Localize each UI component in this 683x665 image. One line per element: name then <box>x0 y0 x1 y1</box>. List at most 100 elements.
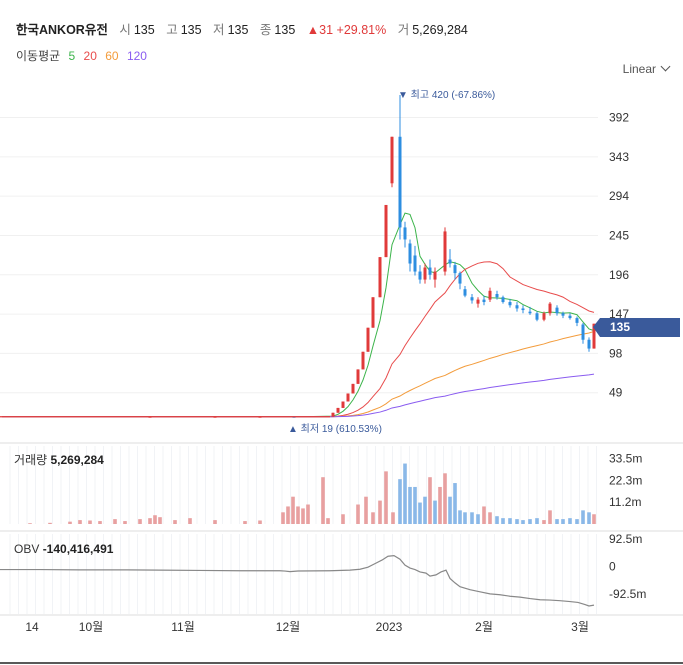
candle-body <box>476 299 480 304</box>
volume-bar <box>535 518 539 524</box>
volume-bar <box>258 520 262 524</box>
obv-tick-label: 0 <box>609 560 616 574</box>
candle-body <box>508 302 512 306</box>
candle-body <box>390 136 394 184</box>
volume-bar <box>123 521 127 524</box>
volume-bar <box>356 504 360 524</box>
volume-bar <box>488 512 492 524</box>
volume-bar <box>548 510 552 524</box>
candle-body <box>361 351 365 370</box>
candle-body <box>408 243 412 264</box>
low-annotation: ▲ 최저 19 (610.53%) <box>288 423 382 435</box>
ma-20[interactable]: 20 <box>83 49 97 63</box>
volume-bar <box>528 519 532 524</box>
candle-body <box>413 255 417 272</box>
ma-5[interactable]: 5 <box>68 49 76 63</box>
volume-bar <box>463 512 467 524</box>
volume-bar <box>423 496 427 524</box>
volume-bar <box>501 518 505 524</box>
volume-bar <box>48 522 52 524</box>
volume-bar <box>391 512 395 524</box>
candle-body <box>515 305 519 309</box>
volume-bar <box>28 523 32 524</box>
change-value: ▲31 <box>306 23 334 37</box>
scale-mode-label: Linear <box>622 62 656 76</box>
candle-body <box>356 369 360 384</box>
price-tick-label: 294 <box>609 189 629 203</box>
candle-body <box>423 267 427 280</box>
price-tag-pointer <box>593 318 600 337</box>
volume-bar <box>403 463 407 524</box>
candle-body <box>351 383 355 394</box>
volume-bar <box>173 520 177 524</box>
volume-bar <box>508 518 512 524</box>
candle-body <box>428 267 432 275</box>
open-value: 135 <box>133 23 155 37</box>
low-value: 135 <box>227 23 249 37</box>
volume-bar <box>453 483 457 524</box>
candle-body <box>418 271 422 280</box>
volume-bar <box>296 506 300 524</box>
volume-bar <box>542 520 546 524</box>
high-annotation: ▼ 최고 420 (-67.86%) <box>398 89 495 101</box>
volume-panel-title: 거래량 5,269,284 <box>14 451 104 468</box>
volume-bar <box>243 521 247 524</box>
candle-body <box>433 271 437 280</box>
volume-bar <box>495 516 499 524</box>
candle-body <box>398 136 402 228</box>
ma-5-line <box>2 212 595 418</box>
volume-bar <box>470 512 474 524</box>
price-tick-label: 147 <box>609 307 629 321</box>
volume-bar <box>364 496 368 524</box>
volume-bar <box>592 514 596 524</box>
change-pct: +29.81% <box>336 23 387 37</box>
price-tick-label: 245 <box>609 228 629 242</box>
ma-60[interactable]: 60 <box>105 49 119 63</box>
stock-name: 한국ANKOR유전 <box>16 23 108 37</box>
volume-value: 5,269,284 <box>412 23 468 37</box>
candle-body <box>561 313 565 316</box>
price-tick-label: 98 <box>609 346 623 360</box>
candle-body <box>548 303 552 314</box>
ma-120[interactable]: 120 <box>126 49 147 63</box>
x-tick-label: 12월 <box>276 620 300 634</box>
candle-body <box>346 393 350 402</box>
candle-body <box>581 324 585 340</box>
volume-bar <box>371 512 375 524</box>
volume-bar <box>281 512 285 524</box>
volume-bar <box>68 521 72 524</box>
volume-bar <box>443 473 447 524</box>
candle-body <box>341 401 345 408</box>
ma-60-line <box>2 330 595 418</box>
candle-body <box>453 265 457 274</box>
candle-body <box>568 315 572 319</box>
volume-bar <box>476 514 480 524</box>
volume-total: 5,269,284 <box>50 453 104 467</box>
scale-mode-dropdown[interactable]: Linear <box>622 61 671 76</box>
candle-body <box>378 257 382 298</box>
candle-body <box>443 231 447 272</box>
obv-line <box>0 555 595 607</box>
close-value: 135 <box>274 23 296 37</box>
x-tick-label: 14 <box>25 620 39 634</box>
x-tick-label: 10월 <box>79 620 103 634</box>
volume-tick-label: 22.3m <box>609 474 642 488</box>
high-label: 고 <box>166 23 178 37</box>
x-tick-label: 2월 <box>475 620 493 634</box>
price-tick-label: 392 <box>609 111 629 125</box>
open-label: 시 <box>119 23 131 37</box>
volume-bar <box>326 518 330 524</box>
obv-tick-label: -92.5m <box>609 587 646 601</box>
close-label: 종 <box>259 23 272 37</box>
volume-bar <box>413 486 417 524</box>
ma-20-line <box>2 261 595 418</box>
candle-body <box>535 313 539 320</box>
price-tick-label: 343 <box>609 150 629 164</box>
candle-body <box>482 299 486 303</box>
candle-body <box>331 412 335 417</box>
candle-body <box>488 290 492 300</box>
volume-bar <box>398 479 402 524</box>
volume-bar <box>568 518 572 524</box>
candle-body <box>592 323 596 349</box>
